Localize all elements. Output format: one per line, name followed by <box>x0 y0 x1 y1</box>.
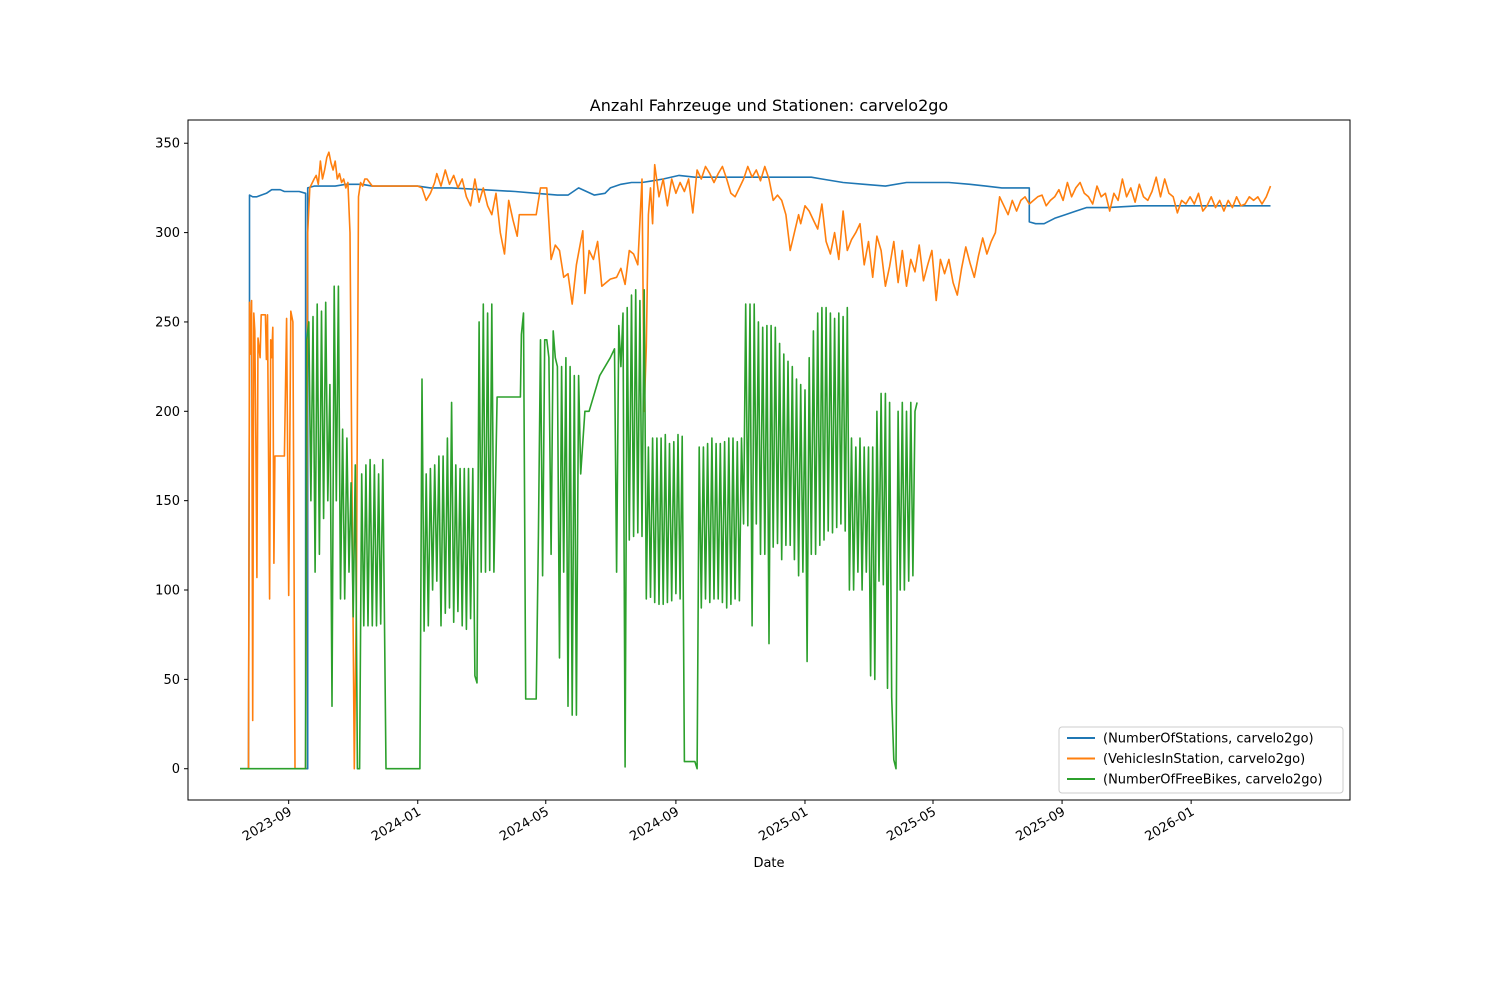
chart-title: Anzahl Fahrzeuge und Stationen: carvelo2… <box>590 96 948 115</box>
legend-label: (NumberOfFreeBikes, carvelo2go) <box>1103 773 1323 788</box>
series-line-3 <box>240 285 918 770</box>
legend-label: (NumberOfStations, carvelo2go) <box>1103 732 1314 747</box>
legend: (NumberOfStations, carvelo2go) (VehiclesI… <box>1058 726 1344 794</box>
y-tick-label: 250 <box>155 315 180 330</box>
legend-box <box>1058 726 1344 794</box>
x-axis-label: Date <box>753 856 784 871</box>
legend-label: (VehiclesInStation, carvelo2go) <box>1103 752 1305 767</box>
y-tick-label: 50 <box>163 673 180 688</box>
y-tick-label: 300 <box>155 226 180 241</box>
series-lines <box>240 151 1272 770</box>
y-tick-label: 200 <box>155 405 180 420</box>
y-tick-label: 0 <box>172 762 180 777</box>
series-line-2 <box>247 151 1272 770</box>
series-line-1 <box>240 174 1271 770</box>
y-tick-label: 150 <box>155 494 180 509</box>
y-tick-label: 100 <box>155 584 180 599</box>
y-tick-label: 350 <box>155 137 180 152</box>
y-axis: 0 50 100 150 200 250 300 350 <box>155 137 188 777</box>
plot-frame <box>187 119 1351 801</box>
